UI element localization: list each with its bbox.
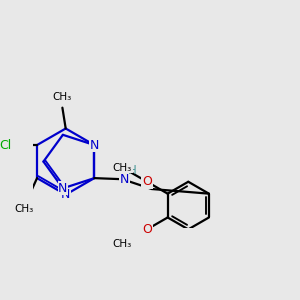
Text: N: N	[58, 182, 68, 195]
Text: Cl: Cl	[0, 139, 12, 152]
Text: H: H	[128, 164, 136, 177]
Text: N: N	[61, 188, 70, 201]
Text: O: O	[142, 175, 152, 188]
Text: CH₃: CH₃	[113, 238, 132, 249]
Text: O: O	[142, 223, 152, 236]
Text: CH₃: CH₃	[113, 163, 132, 172]
Text: CH₃: CH₃	[53, 92, 72, 102]
Text: CH₃: CH₃	[14, 204, 33, 214]
Text: N: N	[120, 173, 130, 186]
Text: N: N	[90, 139, 99, 152]
